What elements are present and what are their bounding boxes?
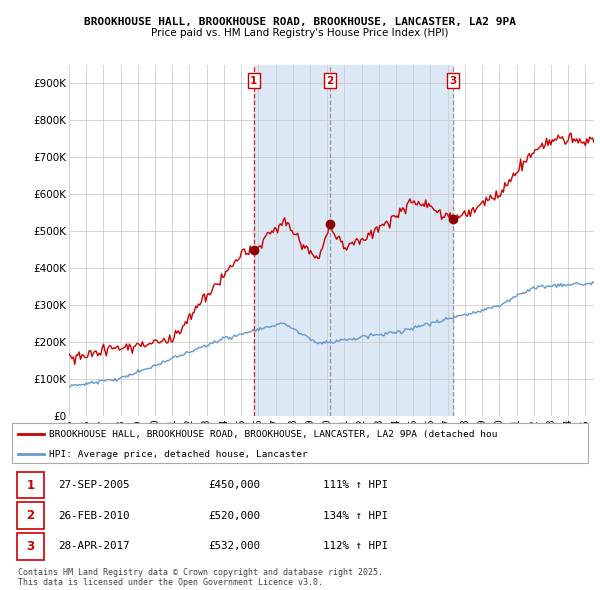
Text: Price paid vs. HM Land Registry's House Price Index (HPI): Price paid vs. HM Land Registry's House … <box>151 28 449 38</box>
Text: £532,000: £532,000 <box>208 541 260 551</box>
Text: 1: 1 <box>250 76 257 86</box>
Text: BROOKHOUSE HALL, BROOKHOUSE ROAD, BROOKHOUSE, LANCASTER, LA2 9PA: BROOKHOUSE HALL, BROOKHOUSE ROAD, BROOKH… <box>84 17 516 27</box>
Text: 27-SEP-2005: 27-SEP-2005 <box>58 480 130 490</box>
Text: HPI: Average price, detached house, Lancaster: HPI: Average price, detached house, Lanc… <box>49 450 308 459</box>
Bar <box>17 471 44 499</box>
Text: 112% ↑ HPI: 112% ↑ HPI <box>323 541 388 551</box>
Text: 26-FEB-2010: 26-FEB-2010 <box>58 511 130 520</box>
Text: 111% ↑ HPI: 111% ↑ HPI <box>323 480 388 490</box>
Bar <box>254 65 330 416</box>
Bar <box>330 65 453 416</box>
Text: £520,000: £520,000 <box>208 511 260 520</box>
Text: BROOKHOUSE HALL, BROOKHOUSE ROAD, BROOKHOUSE, LANCASTER, LA2 9PA (detached hou: BROOKHOUSE HALL, BROOKHOUSE ROAD, BROOKH… <box>49 430 498 439</box>
Text: 28-APR-2017: 28-APR-2017 <box>58 541 130 551</box>
Bar <box>17 533 44 560</box>
Text: £450,000: £450,000 <box>208 480 260 490</box>
Text: 1: 1 <box>26 478 34 491</box>
Bar <box>17 502 44 529</box>
Text: 134% ↑ HPI: 134% ↑ HPI <box>323 511 388 520</box>
Text: 3: 3 <box>449 76 457 86</box>
Text: Contains HM Land Registry data © Crown copyright and database right 2025.
This d: Contains HM Land Registry data © Crown c… <box>18 568 383 587</box>
Text: 3: 3 <box>26 540 34 553</box>
Text: 2: 2 <box>326 76 334 86</box>
Text: 2: 2 <box>26 509 34 522</box>
